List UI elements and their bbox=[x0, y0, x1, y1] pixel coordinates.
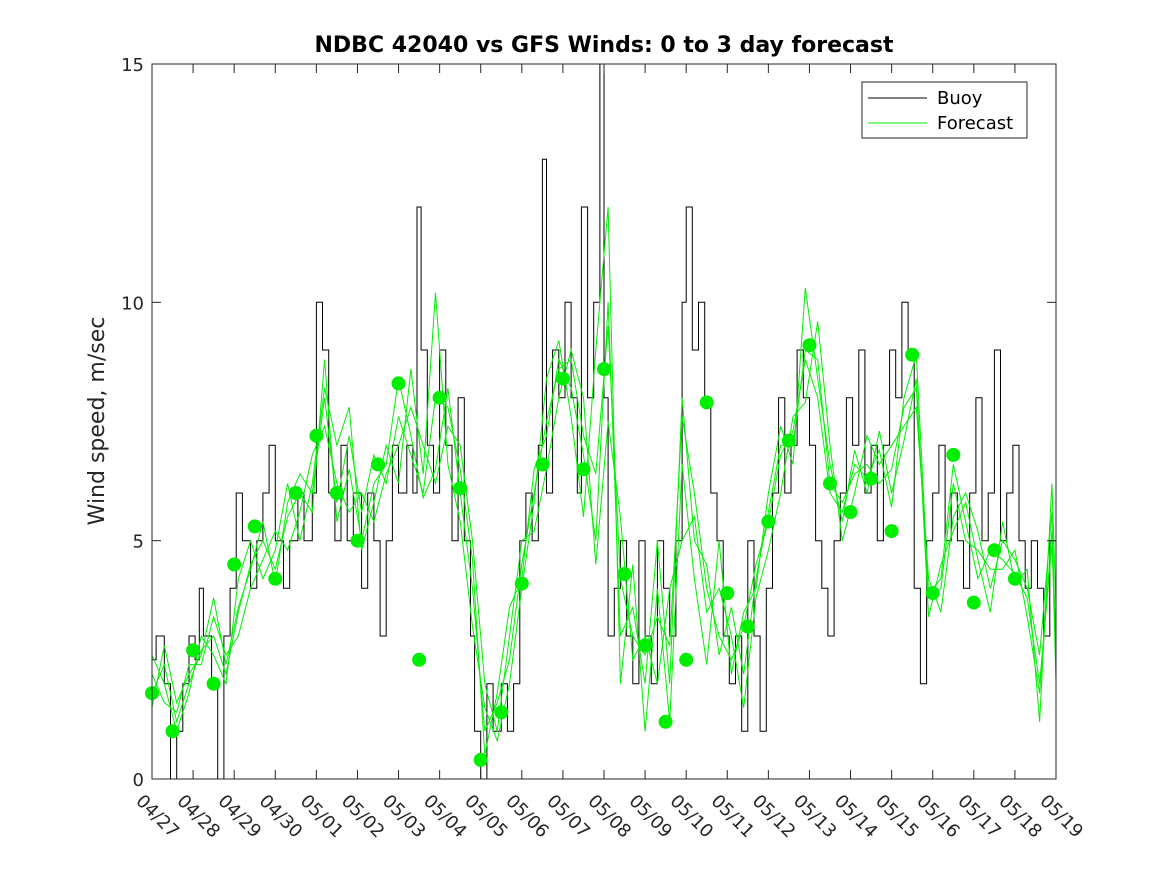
y-tick-label: 5 bbox=[133, 532, 144, 553]
forecast-marker-37 bbox=[884, 524, 899, 539]
y-tick-label: 0 bbox=[133, 770, 144, 791]
forecast-marker-29 bbox=[720, 586, 735, 601]
forecast-marker-21 bbox=[555, 371, 570, 386]
forecast-marker-41 bbox=[966, 595, 981, 610]
forecast-marker-20 bbox=[535, 457, 550, 472]
forecast-marker-26 bbox=[658, 714, 673, 729]
forecast-marker-7 bbox=[268, 571, 283, 586]
y-tick-label: 10 bbox=[121, 293, 144, 314]
forecast-marker-2 bbox=[165, 724, 180, 739]
forecast-marker-17 bbox=[473, 752, 488, 767]
forecast-marker-3 bbox=[186, 643, 201, 658]
forecast-marker-36 bbox=[864, 471, 879, 486]
forecast-marker-12 bbox=[371, 457, 385, 472]
forecast-marker-14 bbox=[412, 652, 427, 667]
forecast-line-3 bbox=[151, 206, 1057, 743]
forecast-marker-33 bbox=[802, 338, 817, 353]
forecast-series bbox=[151, 206, 1057, 756]
legend: Buoy Forecast bbox=[861, 81, 1028, 139]
forecast-marker-43 bbox=[1007, 571, 1022, 586]
forecast-marker-23 bbox=[597, 362, 611, 377]
y-axis-ticks: 0 5 10 15 bbox=[121, 55, 1056, 791]
forecast-marker-40 bbox=[946, 447, 961, 462]
legend-buoy-label: Buoy bbox=[937, 88, 983, 109]
forecast-marker-19 bbox=[514, 576, 529, 591]
forecast-marker-15 bbox=[432, 390, 447, 405]
forecast-marker-28 bbox=[699, 395, 714, 410]
forecast-marker-30 bbox=[740, 619, 755, 634]
y-tick-label: 15 bbox=[121, 55, 144, 76]
forecast-marker-32 bbox=[781, 433, 796, 448]
forecast-marker-6 bbox=[247, 519, 262, 534]
forecast-marker-35 bbox=[843, 505, 858, 520]
forecast-line-2 bbox=[151, 321, 1057, 732]
forecast-marker-8 bbox=[288, 486, 303, 500]
forecast-marker-4 bbox=[206, 676, 221, 691]
forecast-marker-16 bbox=[453, 481, 468, 496]
forecast-marker-27 bbox=[679, 652, 694, 667]
forecast-marker-25 bbox=[638, 638, 653, 653]
forecast-line-1 bbox=[151, 326, 1057, 732]
forecast-marker-42 bbox=[987, 543, 1002, 558]
y-axis-label: Wind speed, m/sec bbox=[85, 317, 110, 526]
forecast-marker-39 bbox=[925, 586, 940, 601]
forecast-marker-11 bbox=[350, 533, 365, 548]
forecast-marker-18 bbox=[494, 705, 509, 720]
forecast-marker-22 bbox=[576, 462, 591, 477]
forecast-line-4 bbox=[151, 302, 1057, 756]
forecast-marker-24 bbox=[617, 567, 632, 581]
legend-box bbox=[861, 81, 1028, 139]
forecast-marker-34 bbox=[823, 476, 837, 491]
buoy-line bbox=[152, 63, 1057, 780]
forecast-marker-13 bbox=[391, 376, 406, 391]
forecast-marker-5 bbox=[227, 557, 242, 572]
forecast-marker-9 bbox=[309, 428, 324, 443]
forecast-marker-10 bbox=[329, 486, 344, 500]
forecast-marker-38 bbox=[905, 347, 920, 362]
legend-forecast-label: Forecast bbox=[937, 113, 1013, 134]
chart-title: NDBC 42040 vs GFS Winds: 0 to 3 day fore… bbox=[315, 33, 894, 58]
forecast-marker-31 bbox=[761, 514, 776, 529]
buoy-series bbox=[152, 63, 1057, 780]
